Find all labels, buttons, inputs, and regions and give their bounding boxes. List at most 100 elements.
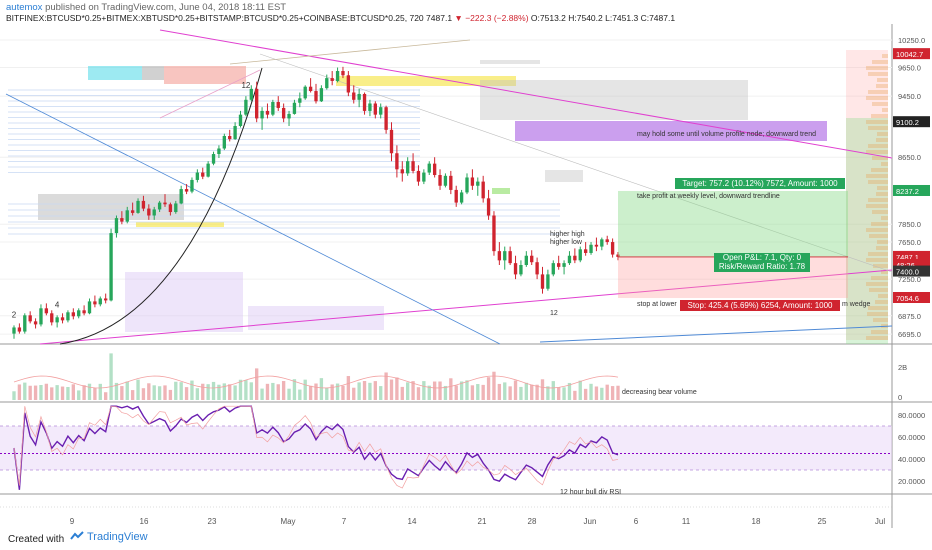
volume-profile-bar [871, 276, 888, 280]
volume-bar [66, 387, 70, 400]
annotation-take-profit: take profit at weekly level, downward tr… [637, 193, 780, 200]
price-tick-label: 9650.0 [898, 64, 921, 73]
tradingview-brand-label: TradingView [87, 531, 148, 543]
volume-bar [546, 386, 550, 400]
zone-gray [545, 170, 583, 182]
volume-bar [60, 386, 65, 400]
candle-body [184, 189, 189, 192]
volume-bar [179, 382, 183, 400]
candle-body [147, 208, 151, 216]
chart-footer: Created with TradingView [0, 528, 932, 550]
volume-bar [470, 385, 475, 400]
candle-body [249, 88, 253, 100]
zone-gray [480, 80, 748, 120]
candle-body [567, 255, 572, 264]
candle-body [281, 107, 286, 119]
candle-body [352, 92, 356, 100]
volume-bar [319, 378, 324, 400]
volume-profile-bar [868, 126, 888, 130]
price-marker-label: 48:26 [896, 261, 915, 270]
open-pl-label: Open P&L: 7.1, Qty: 0 [723, 253, 802, 262]
candle-body [244, 99, 248, 115]
volume-bar [454, 385, 458, 400]
parabolic-curve [59, 67, 263, 345]
candle-body [82, 310, 86, 314]
price-tick-label: 6695.0 [898, 330, 921, 339]
candle-body [465, 177, 469, 193]
candle-body [427, 163, 431, 173]
candle-body [432, 163, 437, 176]
volume-profile-bar [866, 204, 888, 208]
candle-body [228, 136, 232, 140]
candle-body [206, 163, 210, 177]
tradingview-brand[interactable]: TradingView [70, 531, 148, 543]
volume-profile-bar [881, 216, 888, 220]
candle-body [265, 110, 270, 115]
volume-profile-bar [876, 138, 888, 142]
volume-profile-bar [876, 192, 888, 196]
symbol-legend: BITFINEX:BTCUSD*0.25+BITMEX:XBTUSD*0.25+… [6, 13, 675, 23]
volume-bar [238, 379, 243, 400]
tradingview-logo-icon [70, 531, 84, 540]
publish-byline: autemox published on TradingView.com, Ju… [6, 2, 286, 13]
candle-body [546, 274, 550, 289]
volume-bar [373, 381, 377, 400]
target-label: Target: 757.2 (10.12%) 7572, Amount: 100… [682, 179, 838, 188]
volume-profile-bar [868, 306, 888, 310]
volume-bar [28, 385, 32, 400]
candle-body [422, 172, 426, 182]
candle-body [125, 210, 129, 222]
zone-gray [480, 60, 540, 64]
volume-profile-bar [868, 72, 888, 76]
candle-body [255, 88, 259, 119]
candle-body [557, 263, 561, 267]
volume-bar [616, 385, 620, 400]
annotation-stop-at-lower: stop at lower [637, 301, 677, 308]
price-chart[interactable]: Target: 757.2 (10.12%) 7572, Amount: 100… [0, 24, 932, 528]
zone-lavender [248, 306, 384, 330]
target-label-bg [675, 178, 845, 189]
author-link[interactable]: autemox [6, 2, 43, 13]
volume-bar [438, 381, 442, 400]
volume-bar [395, 377, 399, 400]
price-tick-label: 9450.0 [898, 92, 921, 101]
time-tick-label: 25 [818, 517, 827, 526]
candle-body [573, 255, 577, 261]
volume-profile-bar [868, 180, 888, 184]
candle-body [87, 301, 92, 314]
zone-purple [515, 121, 827, 141]
volume-bar [594, 386, 599, 400]
candle-body [497, 251, 502, 261]
volume-bar [583, 388, 588, 400]
candle-body [325, 78, 329, 89]
bar-label: 4 [55, 300, 60, 309]
volume-bar [330, 384, 334, 400]
candle-body [33, 321, 38, 325]
candle-body [513, 263, 518, 275]
volume-bar [136, 379, 140, 400]
price-marker-label: 9100.2 [896, 118, 919, 127]
candle-body [459, 192, 464, 203]
volume-bar [147, 383, 151, 400]
time-tick-label: Jun [584, 517, 597, 526]
candle-body [174, 203, 178, 213]
volume-bar [508, 386, 512, 400]
volume-bar [308, 385, 313, 400]
candle-body [17, 327, 22, 332]
volume-profile-bar [872, 102, 888, 106]
volume-bar [335, 383, 340, 400]
candle-body [449, 175, 453, 190]
candle-body [368, 103, 372, 111]
candle-body [443, 175, 448, 186]
volume-bar [486, 377, 491, 400]
price-tick-label: 10250.0 [898, 36, 925, 45]
volume-bar [287, 388, 291, 400]
volume-profile-bar [871, 330, 888, 334]
volume-bar [33, 385, 38, 400]
volume-profile-bar [868, 252, 888, 256]
volume-bar [130, 390, 135, 400]
volume-profile-bar [876, 84, 888, 88]
candle-body [44, 308, 49, 314]
volume-bar [195, 388, 200, 400]
volume-bar [416, 387, 421, 400]
